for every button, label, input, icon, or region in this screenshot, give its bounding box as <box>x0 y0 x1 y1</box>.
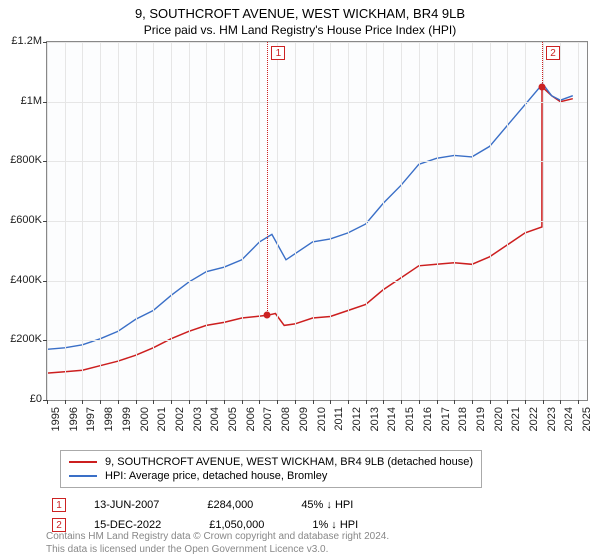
y-axis-label: £0 <box>30 393 42 405</box>
x-axis-label: 1998 <box>103 407 115 431</box>
x-axis-label: 2019 <box>475 407 487 431</box>
transaction-price: £284,000 <box>207 499 253 511</box>
marker-dot <box>264 312 271 319</box>
x-axis-label: 2010 <box>316 407 328 431</box>
legend-swatch <box>69 461 97 463</box>
x-axis-label: 2025 <box>581 407 593 431</box>
x-axis-label: 2006 <box>245 407 257 431</box>
x-axis-label: 2012 <box>351 407 363 431</box>
y-axis-label: £1.2M <box>11 35 42 47</box>
x-axis-label: 2007 <box>262 407 274 431</box>
x-axis-label: 2024 <box>563 407 575 431</box>
x-axis-label: 2015 <box>404 407 416 431</box>
x-axis-label: 1996 <box>68 407 80 431</box>
marker-label: 2 <box>546 46 560 60</box>
legend-swatch <box>69 475 97 477</box>
y-axis-label: £200K <box>10 333 42 345</box>
x-axis-label: 1995 <box>50 407 62 431</box>
chart-area: 12 £0£200K£400K£600K£800K£1M£1.2M1995199… <box>0 41 600 441</box>
x-axis-label: 2001 <box>156 407 168 431</box>
legend-label: 9, SOUTHCROFT AVENUE, WEST WICKHAM, BR4 … <box>105 456 473 468</box>
x-axis-label: 2022 <box>528 407 540 431</box>
x-axis-label: 2002 <box>174 407 186 431</box>
series-line-hpi <box>47 84 573 350</box>
marker-label: 1 <box>271 46 285 60</box>
x-axis-label: 2014 <box>386 407 398 431</box>
legend-box: 9, SOUTHCROFT AVENUE, WEST WICKHAM, BR4 … <box>60 450 482 488</box>
x-axis-label: 2011 <box>333 407 345 431</box>
y-axis-label: £400K <box>10 274 42 286</box>
x-axis-label: 2020 <box>493 407 505 431</box>
legend-label: HPI: Average price, detached house, Brom… <box>105 470 327 482</box>
x-axis-label: 2003 <box>192 407 204 431</box>
x-axis-label: 2009 <box>298 407 310 431</box>
x-axis-label: 2004 <box>209 407 221 431</box>
x-axis-label: 1997 <box>85 407 97 431</box>
marker-dot <box>539 83 546 90</box>
chart-title: 9, SOUTHCROFT AVENUE, WEST WICKHAM, BR4 … <box>0 0 600 21</box>
y-axis-label: £800K <box>10 154 42 166</box>
x-axis-label: 2016 <box>422 407 434 431</box>
transaction-delta: 45% HPI <box>301 499 353 511</box>
series-line-price_paid <box>47 87 573 373</box>
x-axis-label: 2023 <box>546 407 558 431</box>
arrow-down-icon <box>326 499 332 511</box>
x-axis-label: 2000 <box>139 407 151 431</box>
footer-attribution: Contains HM Land Registry data © Crown c… <box>46 530 389 556</box>
y-axis-label: £600K <box>10 214 42 226</box>
footer-line-2: This data is licensed under the Open Gov… <box>46 543 389 556</box>
legend-item: HPI: Average price, detached house, Brom… <box>69 469 473 483</box>
transaction-row-1: 1 13-JUN-2007 £284,000 45% HPI <box>52 498 353 512</box>
legend-item: 9, SOUTHCROFT AVENUE, WEST WICKHAM, BR4 … <box>69 455 473 469</box>
x-axis-label: 2013 <box>369 407 381 431</box>
marker-badge-1: 1 <box>52 498 66 512</box>
x-axis-label: 2008 <box>280 407 292 431</box>
chart-subtitle: Price paid vs. HM Land Registry's House … <box>0 21 600 41</box>
chart-container: 9, SOUTHCROFT AVENUE, WEST WICKHAM, BR4 … <box>0 0 600 560</box>
x-axis-label: 2018 <box>457 407 469 431</box>
x-axis-label: 2005 <box>227 407 239 431</box>
transaction-date: 13-JUN-2007 <box>94 499 159 511</box>
footer-line-1: Contains HM Land Registry data © Crown c… <box>46 530 389 543</box>
x-axis-label: 2017 <box>440 407 452 431</box>
plot-region: 12 <box>46 41 588 401</box>
x-axis-label: 1999 <box>121 407 133 431</box>
y-axis-label: £1M <box>21 95 42 107</box>
x-axis-label: 2021 <box>510 407 522 431</box>
